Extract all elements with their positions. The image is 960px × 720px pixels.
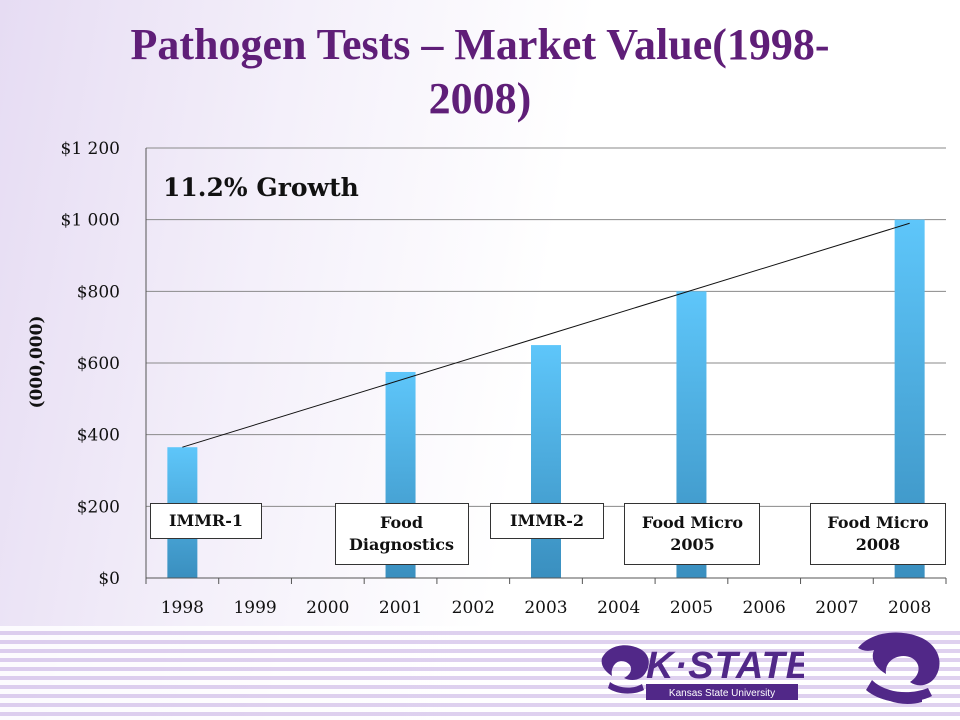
x-tick-label-2007: 2007 [815,598,858,618]
growth-annotation: 11.2% Growth [163,173,359,202]
x-tick-label-2000: 2000 [306,598,349,618]
y-tick-label-2: $400 [77,426,120,446]
x-tick-label-2002: 2002 [452,598,495,618]
wildcat-small-icon [601,645,649,694]
callout-2008: Food Micro 2008 [810,503,946,565]
x-tick-label-2004: 2004 [597,598,640,618]
x-tick-label-1998: 1998 [161,598,204,618]
callout-1998: IMMR-1 [150,503,262,539]
x-tick-labels: 1998 1999 2000 2001 2002 2003 2004 2005 2006 2007… [161,598,932,618]
x-tick-label-2005: 2005 [670,598,713,618]
callout-2001: Food Diagnostics [334,503,469,565]
footer-band [0,626,960,720]
slide-title: Pathogen Tests – Market Value(1998- 2008… [0,18,960,126]
y-tick-label-4: $800 [77,282,120,302]
y-tick-label-5: $1 000 [61,211,120,231]
x-tick-label-2008: 2008 [888,598,931,618]
category-separators [145,578,947,584]
y-tick-label-1: $200 [77,497,120,517]
slide-title-line-1: Pathogen Tests – Market Value(1998- [130,20,830,69]
powercat-icon [858,632,940,704]
callout-line: Food Micro [641,513,744,532]
callout-line: 2008 [855,535,901,554]
kstate-wordmark: K·STATE [646,645,804,687]
y-tick-labels: $0 $200 $400 $600 $800 $1 000 $1 200 [61,139,120,589]
y-axis-label: (000,000) [27,316,47,409]
axes [145,148,946,579]
callout-line: IMMR-2 [510,511,584,530]
x-tick-label-2001: 2001 [379,598,422,618]
y-tick-label-0: $0 [98,569,120,589]
y-tick-label-6: $1 200 [61,139,120,159]
callout-line: Food [380,513,424,532]
x-tick-label-1999: 1999 [233,598,276,618]
x-tick-label-2006: 2006 [743,598,786,618]
trendline-line [182,222,910,448]
x-tick-label-2003: 2003 [524,598,567,618]
kstate-logo: K·STATE Kansas State University [601,645,804,700]
slide-title-line-2: 2008) [428,74,532,123]
callout-line: Diagnostics [349,535,455,554]
callout-line: 2005 [670,535,715,554]
callout-line: IMMR-1 [169,511,243,530]
kstate-subtext: Kansas State University [669,688,775,699]
callout-2005: Food Micro 2005 [624,503,761,565]
callout-2003: IMMR-2 [490,503,604,539]
trendline [182,222,910,448]
callout-line: Food Micro [827,513,929,532]
bar-2003 [531,345,561,578]
y-tick-label-3: $600 [77,354,120,374]
